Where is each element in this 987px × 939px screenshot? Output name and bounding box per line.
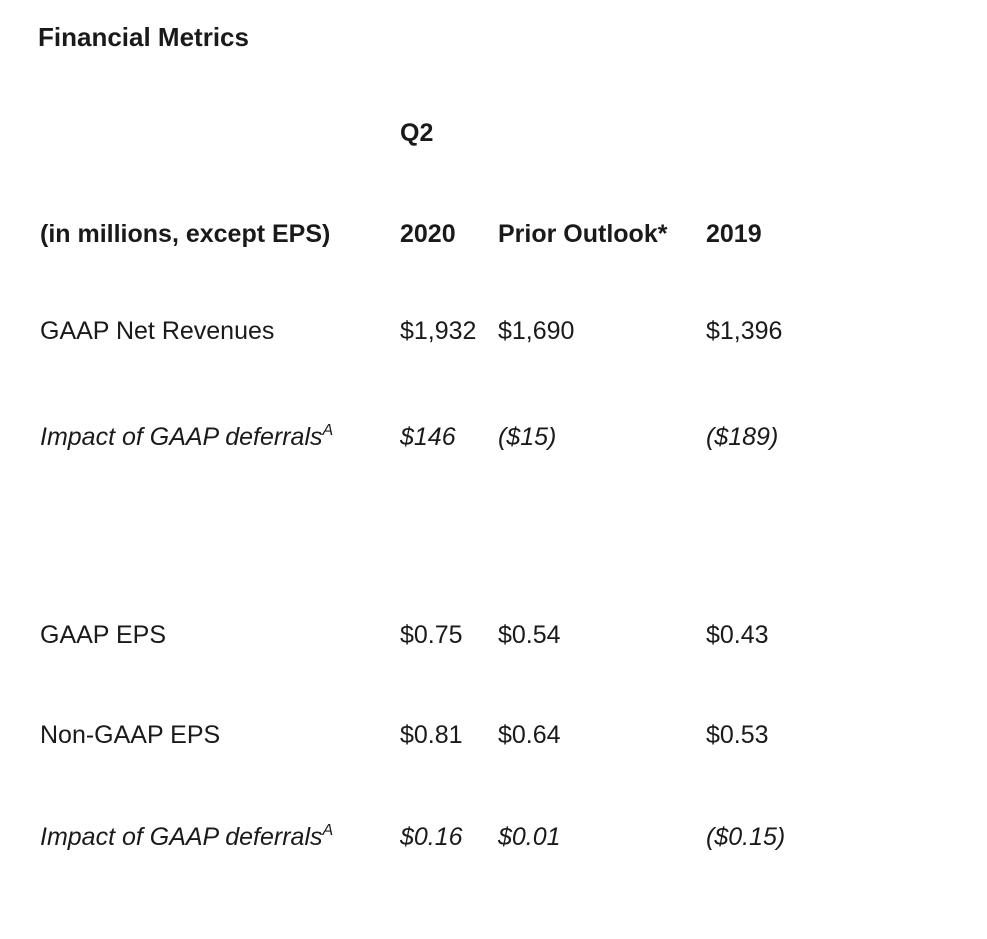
cell-impact-revenues-prior-outlook: ($15) bbox=[498, 423, 557, 451]
column-header-prior-outlook: Prior Outlook* bbox=[498, 220, 668, 248]
units-header: (in millions, except EPS) bbox=[40, 220, 331, 248]
row-label-text: Impact of GAAP deferrals bbox=[40, 423, 323, 451]
row-label-text: Impact of GAAP deferrals bbox=[40, 823, 323, 851]
cell-gaap-eps-2020: $0.75 bbox=[400, 621, 463, 649]
column-header-2020: 2020 bbox=[400, 220, 456, 248]
cell-impact-revenues-2019: ($189) bbox=[706, 423, 779, 451]
cell-gaap-eps-2019: $0.43 bbox=[706, 621, 769, 649]
cell-gaap-net-revenues-2020: $1,932 bbox=[400, 317, 477, 345]
cell-non-gaap-eps-2020: $0.81 bbox=[400, 721, 463, 749]
page-title: Financial Metrics bbox=[38, 22, 249, 52]
cell-non-gaap-eps-prior-outlook: $0.64 bbox=[498, 721, 561, 749]
cell-non-gaap-eps-2019: $0.53 bbox=[706, 721, 769, 749]
period-header: Q2 bbox=[400, 119, 434, 147]
cell-gaap-eps-prior-outlook: $0.54 bbox=[498, 621, 561, 649]
row-label-gaap-net-revenues: GAAP Net Revenues bbox=[40, 317, 275, 345]
row-label-impact-revenues: Impact of GAAP deferralsA bbox=[40, 421, 333, 457]
cell-gaap-net-revenues-2019: $1,396 bbox=[706, 317, 783, 345]
cell-gaap-net-revenues-prior-outlook: $1,690 bbox=[498, 317, 575, 345]
footnote-marker: A bbox=[322, 422, 334, 439]
row-label-non-gaap-eps: Non-GAAP EPS bbox=[40, 721, 221, 749]
cell-impact-eps-2019: ($0.15) bbox=[706, 823, 786, 851]
footnote-marker: A bbox=[322, 822, 334, 839]
cell-impact-revenues-2020: $146 bbox=[400, 423, 456, 451]
column-header-2019: 2019 bbox=[706, 220, 762, 248]
cell-impact-eps-2020: $0.16 bbox=[400, 823, 463, 851]
row-label-gaap-eps: GAAP EPS bbox=[40, 621, 166, 649]
row-label-impact-eps: Impact of GAAP deferralsA bbox=[40, 821, 333, 857]
cell-impact-eps-prior-outlook: $0.01 bbox=[498, 823, 561, 851]
